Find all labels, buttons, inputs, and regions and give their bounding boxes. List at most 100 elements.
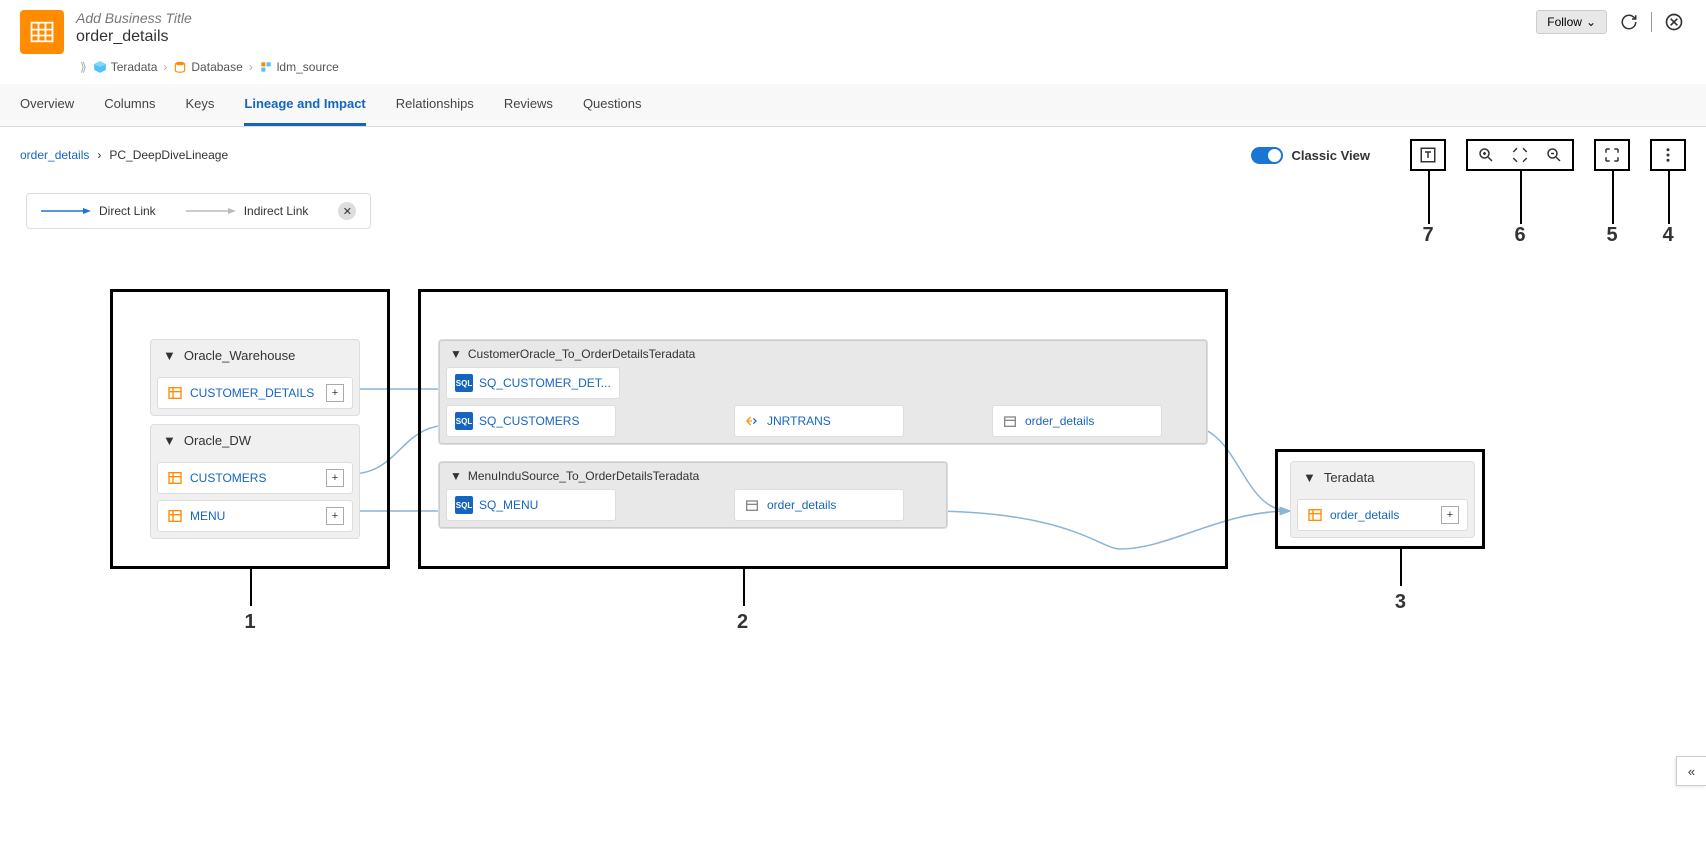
close-button[interactable] <box>1662 10 1686 34</box>
tab-questions[interactable]: Questions <box>583 84 642 126</box>
more-button[interactable] <box>1656 143 1680 167</box>
direct-arrow-icon <box>41 206 91 216</box>
node-sq-customers[interactable]: SQL SQ_CUSTOMERS <box>446 405 616 437</box>
panel-expand-button[interactable]: « <box>1676 756 1706 786</box>
expand-button[interactable]: + <box>326 507 344 525</box>
callout-number: 2 <box>737 611 748 634</box>
content-header: order_details › PC_DeepDiveLineage Class… <box>0 127 1706 183</box>
toolbar: 7 6 5 4 <box>1390 139 1686 171</box>
callout-line <box>743 566 745 606</box>
tabs: Overview Columns Keys Lineage and Impact… <box>0 84 1706 127</box>
callout-6-box: 6 <box>1466 139 1574 171</box>
legend-close-button[interactable]: ✕ <box>338 202 356 220</box>
legend: Direct Link Indirect Link ✕ <box>26 193 371 229</box>
tab-lineage[interactable]: Lineage and Impact <box>244 84 365 126</box>
source-group-warehouse: ▼ Oracle_Warehouse CUSTOMER_DETAILS + <box>150 339 360 416</box>
text-icon <box>1419 146 1437 164</box>
chevron-icon: ⟫ <box>80 60 87 74</box>
refresh-button[interactable] <box>1617 10 1641 34</box>
zoom-out-button[interactable] <box>1542 143 1566 167</box>
node-label: JNRTRANS <box>767 414 895 428</box>
zoom-in-button[interactable] <box>1474 143 1498 167</box>
node-menu[interactable]: MENU + <box>157 500 353 532</box>
callout-5-box: 5 <box>1594 139 1630 171</box>
classic-view-toggle: Classic View <box>1251 147 1370 164</box>
tab-keys[interactable]: Keys <box>185 84 214 126</box>
breadcrumb-item[interactable]: Database <box>173 60 242 74</box>
expand-button[interactable]: + <box>326 469 344 487</box>
breadcrumb-path: ⟫ Teradata › Database › ldm_source <box>0 54 1706 84</box>
chevron-down-icon: ⌄ <box>1586 15 1596 29</box>
callout-number: 3 <box>1395 591 1406 614</box>
refresh-icon <box>1620 13 1638 31</box>
node-sq-menu[interactable]: SQL SQ_MENU <box>446 489 616 521</box>
group-header[interactable]: ▼ Oracle_Warehouse <box>151 340 359 371</box>
fit-button[interactable] <box>1508 143 1532 167</box>
target-icon <box>743 496 761 514</box>
tab-reviews[interactable]: Reviews <box>504 84 553 126</box>
indirect-arrow-icon <box>186 206 236 216</box>
chevron-icon: › <box>163 60 167 74</box>
chevron-left-icon: « <box>1688 764 1695 779</box>
sql-icon: SQL <box>455 496 473 514</box>
node-label: SQ_CUSTOMER_DET... <box>479 376 611 390</box>
node-label: CUSTOMERS <box>190 471 320 485</box>
node-order-details-final[interactable]: order_details + <box>1297 499 1468 531</box>
group-header[interactable]: ▼ Oracle_DW <box>151 425 359 456</box>
more-icon <box>1659 146 1677 164</box>
source-group-dw: ▼ Oracle_DW CUSTOMERS + MENU + <box>150 424 360 539</box>
tab-overview[interactable]: Overview <box>20 84 74 126</box>
callout-line <box>1612 169 1614 224</box>
target-icon <box>1001 412 1019 430</box>
node-sq-customer-det[interactable]: SQL SQ_CUSTOMER_DET... <box>446 367 620 399</box>
transform-group-1: ▼ CustomerOracle_To_OrderDetailsTeradata… <box>438 339 1208 445</box>
fit-icon <box>1511 146 1529 164</box>
callout-number: 7 <box>1422 224 1433 247</box>
breadcrumb-item[interactable]: ldm_source <box>259 60 339 74</box>
page-header: Add Business Title order_details Follow … <box>0 0 1706 54</box>
node-order-details-target2[interactable]: order_details <box>734 489 904 521</box>
group-header[interactable]: ▼ MenuInduSource_To_OrderDetailsTeradata <box>440 463 946 489</box>
follow-button[interactable]: Follow ⌄ <box>1536 10 1607 34</box>
classic-view-label: Classic View <box>1291 148 1370 163</box>
node-label: order_details <box>1025 414 1153 428</box>
callout-line <box>250 566 252 606</box>
legend-indirect: Indirect Link <box>186 204 309 218</box>
entity-type-icon <box>20 10 64 54</box>
expand-button[interactable]: + <box>1441 506 1459 524</box>
node-order-details-target[interactable]: order_details <box>992 405 1162 437</box>
node-customers[interactable]: CUSTOMERS + <box>157 462 353 494</box>
zoom-in-icon <box>1477 146 1495 164</box>
group-header[interactable]: ▼ CustomerOracle_To_OrderDetailsTeradata <box>440 341 1206 367</box>
expand-button[interactable]: + <box>326 384 344 402</box>
legend-label: Direct Link <box>99 204 156 218</box>
close-icon <box>1664 12 1684 32</box>
business-title[interactable]: Add Business Title <box>76 10 1536 26</box>
node-label: CUSTOMER_DETAILS <box>190 386 320 400</box>
group-header[interactable]: ▼ Teradata <box>1291 462 1474 493</box>
table-icon <box>166 469 184 487</box>
node-label: order_details <box>1330 508 1435 522</box>
fullscreen-button[interactable] <box>1600 143 1624 167</box>
legend-direct: Direct Link <box>41 204 156 218</box>
node-label: MENU <box>190 509 320 523</box>
callout-7-box: 7 <box>1410 139 1446 171</box>
callout-4-box: 4 <box>1650 139 1686 171</box>
table-icon <box>166 384 184 402</box>
node-label: SQ_CUSTOMERS <box>479 414 607 428</box>
node-jnrtrans[interactable]: JNRTRANS <box>734 405 904 437</box>
node-label: SQ_MENU <box>479 498 607 512</box>
tab-relationships[interactable]: Relationships <box>396 84 474 126</box>
breadcrumb-link[interactable]: order_details <box>20 148 89 162</box>
tab-columns[interactable]: Columns <box>104 84 155 126</box>
breadcrumb-item[interactable]: Teradata <box>93 60 158 74</box>
node-customer-details[interactable]: CUSTOMER_DETAILS + <box>157 377 353 409</box>
sql-icon: SQL <box>455 374 473 392</box>
callout-line <box>1428 169 1430 224</box>
text-view-button[interactable] <box>1416 143 1440 167</box>
zoom-out-icon <box>1545 146 1563 164</box>
toggle-switch[interactable] <box>1251 147 1283 164</box>
group-title: Teradata <box>1324 470 1375 485</box>
group-title: Oracle_DW <box>184 433 251 448</box>
group-title: CustomerOracle_To_OrderDetailsTeradata <box>468 347 695 361</box>
